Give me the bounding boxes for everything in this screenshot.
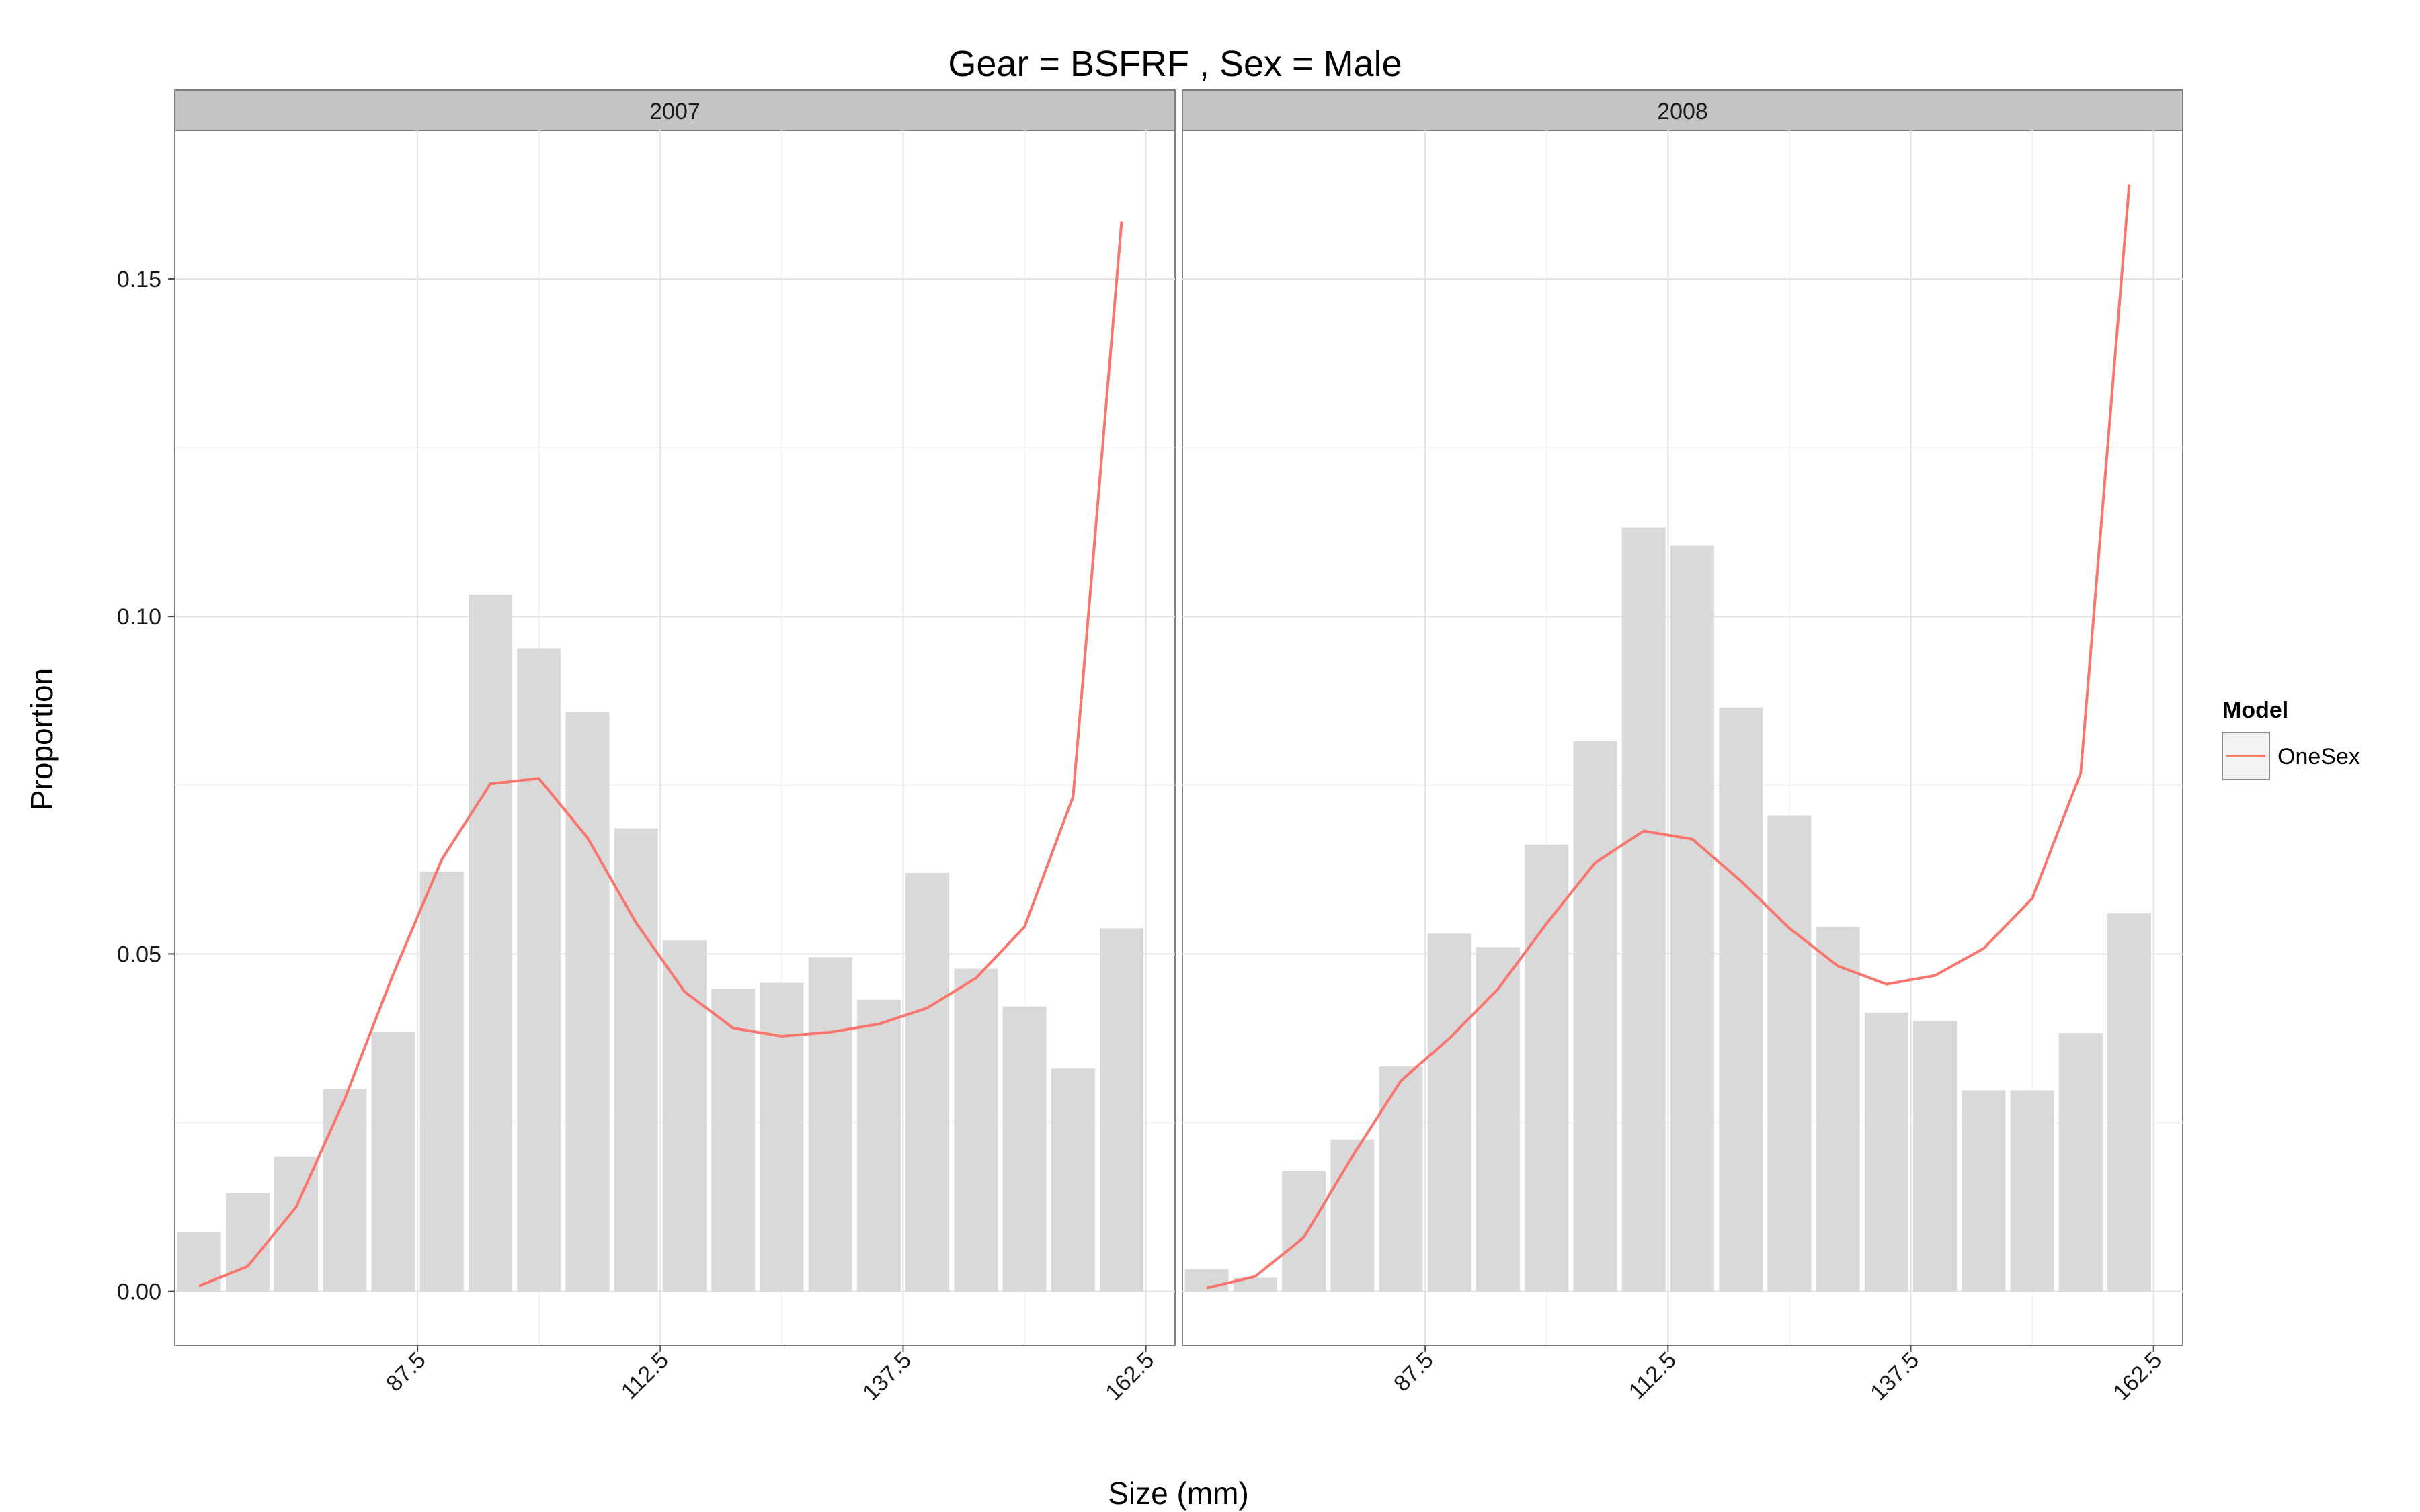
onesex-line (198, 221, 1123, 1288)
bar (711, 989, 756, 1292)
bar (760, 982, 804, 1292)
chart-title: Gear = BSFRF , Sex = Male (948, 44, 1402, 84)
legend-label: OneSex (2277, 744, 2360, 769)
bar (1864, 1012, 1908, 1292)
onesex-line (1206, 184, 2131, 1290)
bar (225, 1193, 270, 1292)
strip-label: 2008 (1657, 99, 1708, 124)
bar (419, 871, 464, 1292)
bar (1184, 1269, 1229, 1292)
y-tick-label: 0.10 (117, 604, 161, 630)
strip-label: 2007 (649, 99, 700, 124)
y-tick-label: 0.05 (117, 941, 161, 967)
strip-background (174, 89, 1176, 131)
x-axis: 87.5 112.5 137.5 162.5 (1389, 1345, 2167, 1406)
bar (1719, 707, 1763, 1292)
bar (954, 968, 998, 1292)
bar (1330, 1139, 1375, 1292)
bar (1525, 844, 1569, 1292)
x-tick-label: 137.5 (1865, 1347, 1924, 1406)
y-tick-label: 0.00 (117, 1279, 161, 1305)
panel-2008: 2008 87.5 112.5 137.5 162.5 (1182, 89, 2183, 1406)
bar (1962, 1090, 2006, 1292)
bar (1767, 815, 1812, 1292)
bar (1476, 947, 1521, 1292)
y-tick-label: 0.15 (117, 267, 161, 292)
observed-bars (177, 595, 1144, 1292)
x-tick-label: 112.5 (616, 1347, 674, 1404)
bar (1621, 527, 1666, 1292)
onesex-series (198, 221, 1123, 1288)
bar (1670, 545, 1714, 1292)
bar (905, 872, 950, 1292)
bar (565, 712, 610, 1292)
bar (1100, 928, 1144, 1292)
y-axis-title: Proportion (24, 668, 59, 810)
bar (1573, 741, 1617, 1292)
x-tick-label: 87.5 (1389, 1347, 1439, 1397)
x-axis: 87.5 112.5 137.5 162.5 (381, 1345, 1159, 1406)
legend-title: Model (2222, 698, 2288, 723)
bar (1282, 1171, 1326, 1292)
bar (2107, 913, 2152, 1292)
observed-bars (1184, 527, 2152, 1292)
onesex-series (1206, 184, 2131, 1290)
x-tick-label: 162.5 (2108, 1347, 2167, 1406)
y-axis: 0.00 0.05 0.10 0.15 (117, 267, 175, 1305)
x-axis-title: Size (mm) (1108, 1476, 1249, 1511)
bar (177, 1232, 221, 1292)
bar (856, 999, 901, 1292)
legend: Model OneSex (2222, 698, 2360, 780)
bar (614, 828, 658, 1292)
bar (1913, 1021, 1958, 1292)
bar (323, 1089, 367, 1292)
x-tick-label: 112.5 (1624, 1347, 1681, 1404)
bar (2010, 1090, 2054, 1292)
bar (1002, 1006, 1047, 1292)
x-tick-label: 87.5 (381, 1347, 431, 1397)
bar (1427, 933, 1471, 1292)
bar (1051, 1068, 1095, 1292)
bar (1379, 1066, 1423, 1292)
bar (662, 940, 707, 1292)
bar (1233, 1277, 1277, 1292)
bar (371, 1032, 415, 1292)
bar (469, 595, 513, 1292)
x-tick-label: 137.5 (858, 1347, 916, 1406)
bar (2058, 1032, 2103, 1292)
bar (517, 648, 561, 1292)
bar (808, 957, 852, 1292)
bar (1816, 927, 1860, 1292)
x-tick-label: 162.5 (1100, 1347, 1159, 1406)
panel-2007: 2007 87.5 112.5 137.5 162.5 (174, 89, 1176, 1406)
